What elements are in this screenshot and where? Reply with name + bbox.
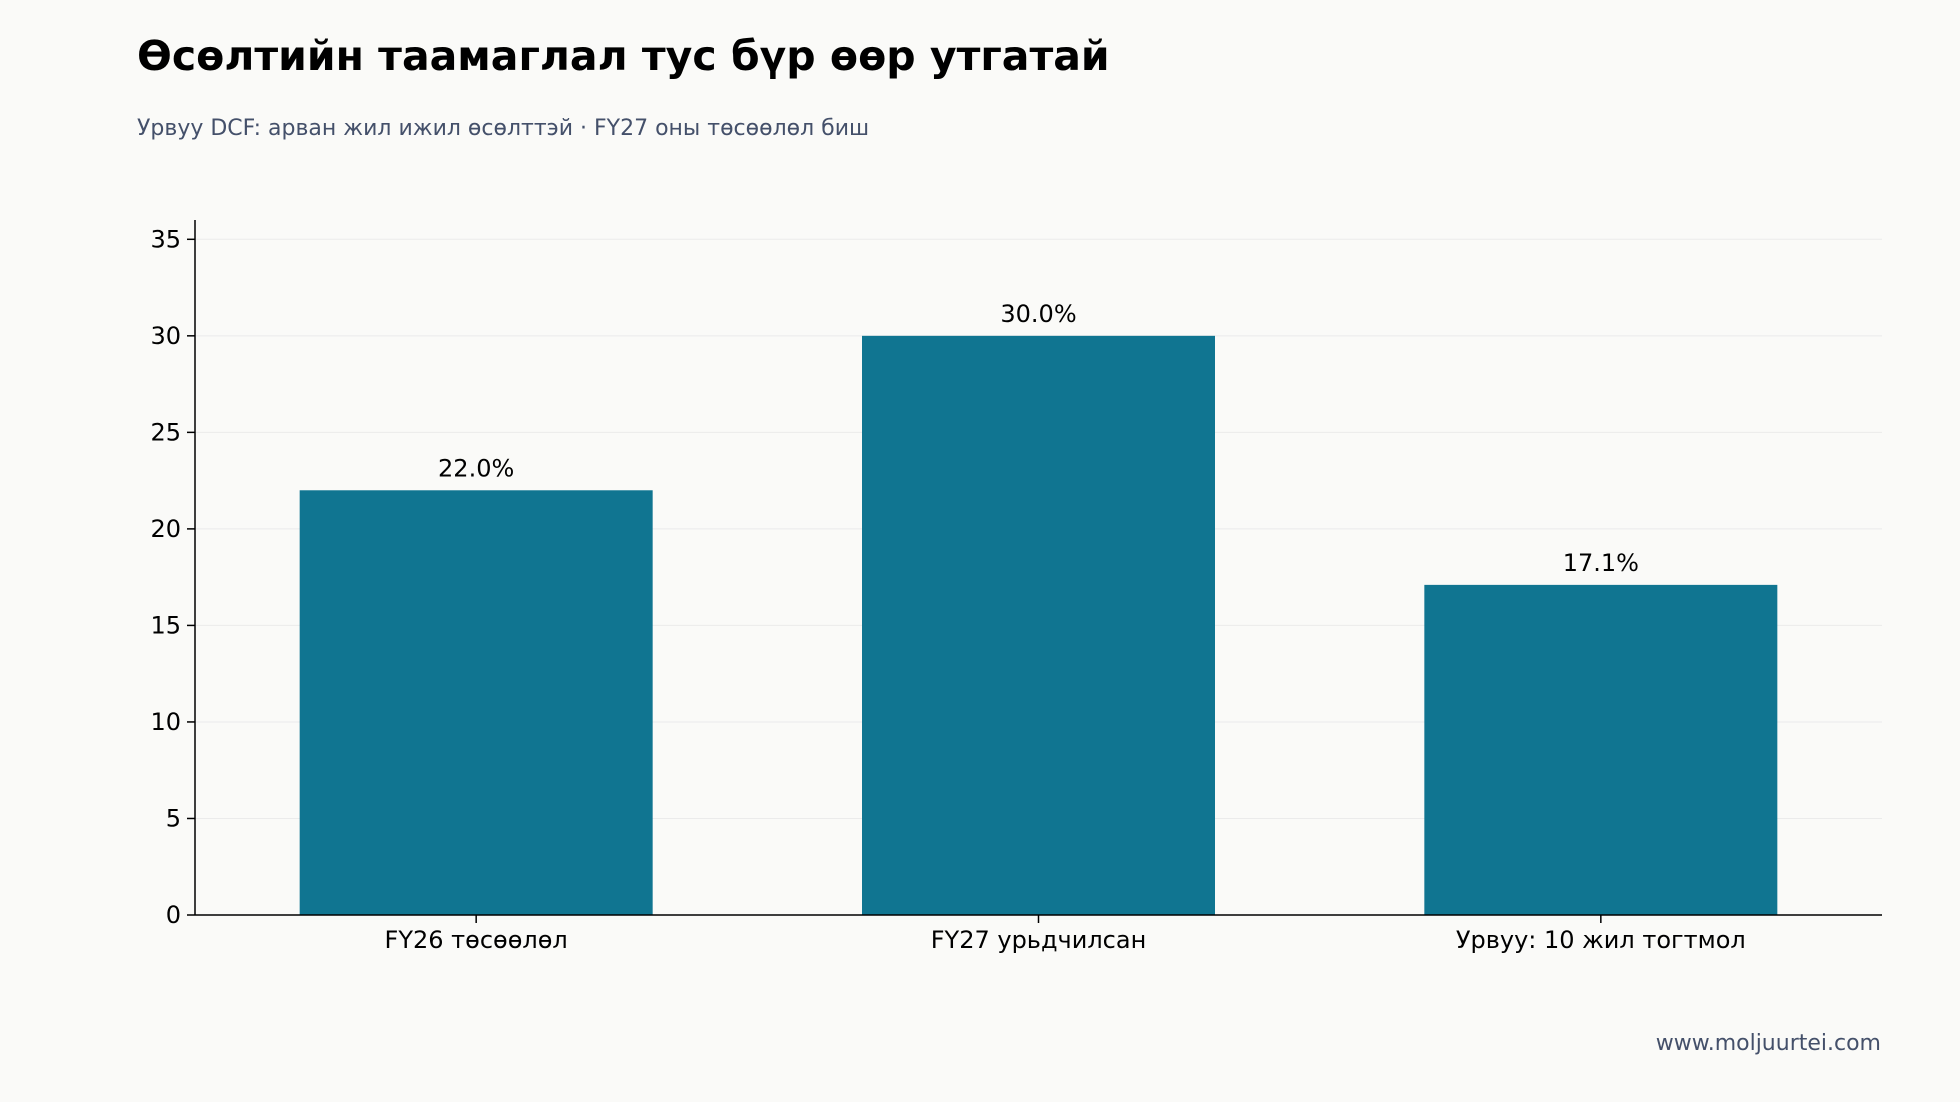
y-tick-label: 10	[150, 708, 181, 736]
y-tick-label: 25	[150, 418, 181, 446]
x-tick-label: FY26 төсөөлөл	[385, 926, 568, 954]
bar	[1424, 584, 1778, 915]
chart-title: Өсөлтийн таамаглал тус бүр өөр утгатай	[137, 32, 1110, 80]
axes	[187, 220, 1882, 923]
labels: 0 5 10 15 20 25 30 35 FY26 төсөөлөл 22.0% FY27 урь…	[150, 225, 1745, 954]
data-label: 17.1%	[1563, 549, 1639, 577]
bar	[299, 490, 653, 915]
y-tick-label: 15	[150, 611, 181, 639]
y-tick-label: 30	[150, 322, 181, 350]
data-label: 30.0%	[1000, 300, 1076, 328]
chart-subtitle: Урвуу DCF: арван жил ижил өсөлттэй · FY2…	[137, 116, 870, 141]
source-url: www.moljuurtei.com	[1655, 1031, 1881, 1056]
y-tick-label: 35	[150, 225, 181, 253]
y-tick-label: 20	[150, 515, 181, 543]
data-label: 22.0%	[438, 454, 514, 482]
x-tick-label: FY27 урьдчилсан	[931, 926, 1147, 954]
bar	[862, 335, 1215, 915]
bars	[299, 335, 1778, 915]
y-tick-label: 0	[166, 901, 181, 929]
x-tick-label: Урвуу: 10 жил тогтмол	[1456, 926, 1746, 954]
y-tick-label: 5	[166, 804, 181, 832]
